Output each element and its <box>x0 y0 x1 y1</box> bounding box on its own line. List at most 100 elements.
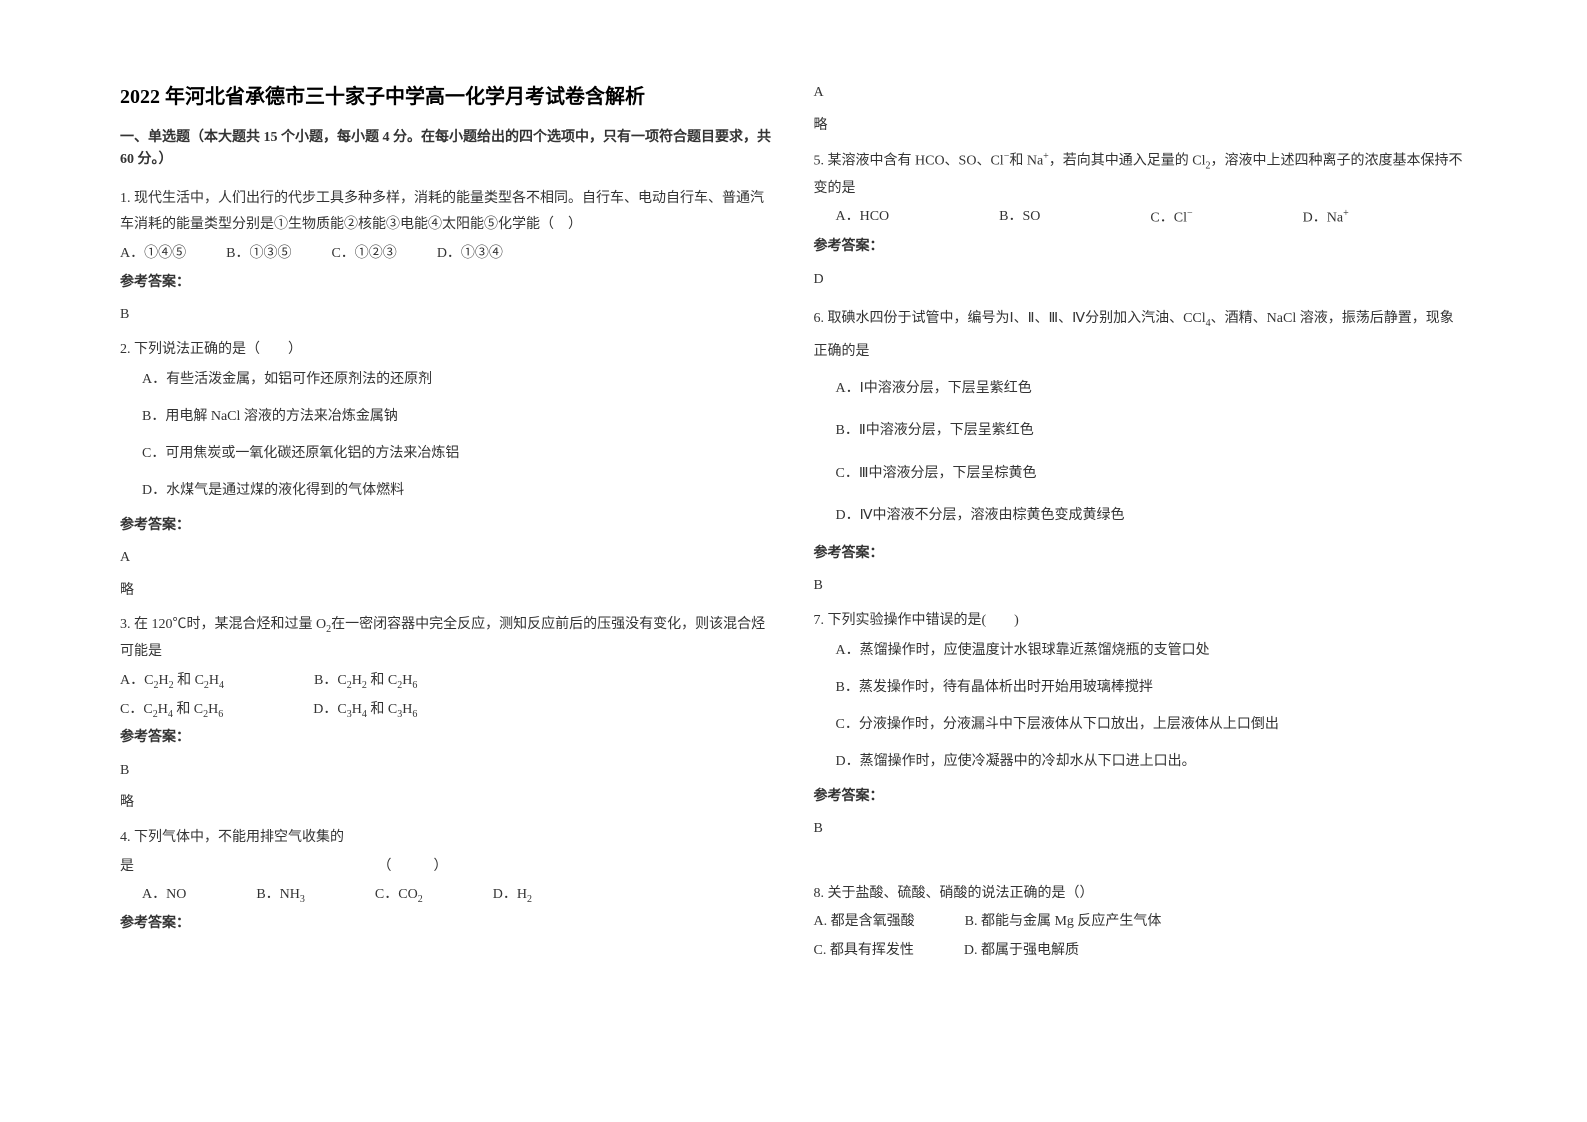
q5-opt-a: A．HCO <box>836 204 890 232</box>
q4c-pre: C．CO <box>375 887 418 902</box>
q3d-s4: 6 <box>412 708 417 719</box>
q3a-pre: A．C <box>120 673 153 688</box>
q2-note: 略 <box>120 578 774 605</box>
q5-opt-d: D．Na+ <box>1303 204 1349 232</box>
q4d-sub: 2 <box>527 894 532 905</box>
q3-options-row1: A．C2H2 和 C2H4 B．C2H2 和 C2H6 <box>120 668 774 695</box>
q7-answer: B <box>814 816 1468 843</box>
q3c-mid2: H <box>208 702 218 717</box>
q3b-mid: H <box>352 673 362 688</box>
question-7: 7. 下列实验操作中错误的是( ) A．蒸馏操作时，应使温度计水银球靠近蒸馏烧瓶… <box>814 608 1468 843</box>
q2-answer: A <box>120 545 774 572</box>
q8-options-row2: C. 都具有挥发性 D. 都属于强电解质 <box>814 938 1468 965</box>
q4b-sub: 3 <box>300 894 305 905</box>
q6-text: 6. 取碘水四份于试管中，编号为Ⅰ、Ⅱ、Ⅲ、Ⅳ分别加入汽油、CCl4、酒精、Na… <box>814 302 1468 369</box>
question-4-cont: A 略 <box>814 80 1468 139</box>
q4-opt-c: C．CO2 <box>375 882 423 909</box>
q3-opt-d: D．C3H4 和 C3H6 <box>313 697 417 724</box>
q3-answer-label: 参考答案： <box>120 725 774 752</box>
q5-answer-label: 参考答案： <box>814 234 1468 261</box>
q7-opt-d: D．蒸馏操作时，应使冷凝器中的冷却水从下口进上口出。 <box>814 747 1468 778</box>
q4-answer: A <box>814 80 1468 107</box>
q1-text: 1. 现代生活中，人们出行的代步工具多种多样，消耗的能量类型各不相同。自行车、电… <box>120 186 774 239</box>
q7-opt-c: C．分液操作时，分液漏斗中下层液体从下口放出，上层液体从上口倒出 <box>814 710 1468 741</box>
q2-text: 2. 下列说法正确的是（ ） <box>120 337 774 364</box>
q7-answer-label: 参考答案： <box>814 784 1468 811</box>
right-column: A 略 5. 某溶液中含有 HCO、SO、Cl−和 Na+，若向其中通入足量的 … <box>794 80 1488 1082</box>
q3c-pre: C．C <box>120 702 153 717</box>
q3c-s4: 6 <box>218 708 223 719</box>
q5d-pre: D．Na <box>1303 211 1343 226</box>
q6-opt-b: B．Ⅱ中溶液分层，下层呈紫红色 <box>814 413 1468 449</box>
q3a-and: 和 C <box>174 673 204 688</box>
spacer <box>814 851 1468 881</box>
q7-opt-a: A．蒸馏操作时，应使温度计水银球靠近蒸馏烧瓶的支管口处 <box>814 636 1468 667</box>
q4-paren: （ ） <box>378 854 448 881</box>
q5-answer: D <box>814 267 1468 294</box>
q2-answer-label: 参考答案： <box>120 513 774 540</box>
q1-answer: B <box>120 302 774 329</box>
q5-opt-b: B．SO <box>999 204 1040 232</box>
q1-opt-a: A．①④⑤ <box>120 241 186 268</box>
q7-text: 7. 下列实验操作中错误的是( ) <box>814 608 1468 635</box>
q2-opt-b: B．用电解 NaCl 溶液的方法来冶炼金属钠 <box>120 402 774 433</box>
q4-text-a: 4. 下列气体中，不能用排空气收集的 <box>120 825 774 852</box>
q3-opt-c: C．C2H4 和 C2H6 <box>120 697 223 724</box>
q8-opt-b: B. 都能与金属 Mg 反应产生气体 <box>965 909 1162 936</box>
q3-options-row2: C．C2H4 和 C2H6 D．C3H4 和 C3H6 <box>120 697 774 724</box>
q3b-pre: B．C <box>314 673 347 688</box>
q5-text: 5. 某溶液中含有 HCO、SO、Cl−和 Na+，若向其中通入足量的 Cl2，… <box>814 147 1468 202</box>
q5-options: A．HCO B．SO C．Cl− D．Na+ <box>814 204 1468 232</box>
q4d-pre: D．H <box>493 887 527 902</box>
q4b-pre: B．NH <box>256 887 300 902</box>
q4-text-b: 是 <box>120 859 134 874</box>
q3-note: 略 <box>120 790 774 817</box>
q1-opt-b: B．①③⑤ <box>226 241 291 268</box>
q4-answer-label: 参考答案： <box>120 911 774 938</box>
q5d-sup: + <box>1343 208 1349 219</box>
q5c-sup: − <box>1187 208 1193 219</box>
q3d-and: 和 C <box>367 702 397 717</box>
q2-opt-a: A．有些活泼金属，如铝可作还原剂法的还原剂 <box>120 365 774 396</box>
q6-answer-label: 参考答案： <box>814 541 1468 568</box>
q1-opt-d: D．①③④ <box>437 241 503 268</box>
q4c-sub: 2 <box>418 894 423 905</box>
q2-opt-c: C．可用焦炭或一氧化碳还原氧化铝的方法来冶炼铝 <box>120 439 774 470</box>
question-2: 2. 下列说法正确的是（ ） A．有些活泼金属，如铝可作还原剂法的还原剂 B．用… <box>120 337 774 605</box>
q3b-mid2: H <box>402 673 412 688</box>
q5-ta: 5. 某溶液中含有 HCO、SO、Cl <box>814 154 1004 169</box>
question-4: 4. 下列气体中，不能用排空气收集的 是 （ ） A．NO B．NH3 C．CO… <box>120 825 774 938</box>
q3-text: 3. 在 120℃时，某混合烃和过量 O2在一密闭容器中完全反应，测知反应前后的… <box>120 612 774 665</box>
q5-opt-c: C．Cl− <box>1150 204 1192 232</box>
q4-opt-b: B．NH3 <box>256 882 305 909</box>
q8-options-row1: A. 都是含氧强酸 B. 都能与金属 Mg 反应产生气体 <box>814 909 1468 936</box>
q3d-pre: D．C <box>313 702 346 717</box>
q4-opt-d: D．H2 <box>493 882 532 909</box>
q1-options: A．①④⑤ B．①③⑤ C．①②③ D．①③④ <box>120 241 774 268</box>
q3d-mid: H <box>352 702 362 717</box>
q3a-mid: H <box>158 673 168 688</box>
question-1: 1. 现代生活中，人们出行的代步工具多种多样，消耗的能量类型各不相同。自行车、电… <box>120 186 774 329</box>
section-heading: 一、单选题（本大题共 15 个小题，每小题 4 分。在每小题给出的四个选项中，只… <box>120 127 774 172</box>
q3-opt-b: B．C2H2 和 C2H6 <box>314 668 417 695</box>
q5-tc: ，若向其中通入足量的 Cl <box>1049 154 1206 169</box>
q6-answer: B <box>814 573 1468 600</box>
q3-opt-a: A．C2H2 和 C2H4 <box>120 668 224 695</box>
q3-answer: B <box>120 758 774 785</box>
q4-note: 略 <box>814 113 1468 140</box>
q1-opt-c: C．①②③ <box>331 241 396 268</box>
q1-answer-label: 参考答案： <box>120 270 774 297</box>
q3a-mid2: H <box>209 673 219 688</box>
q6-ta: 6. 取碘水四份于试管中，编号为Ⅰ、Ⅱ、Ⅲ、Ⅳ分别加入汽油、CCl <box>814 311 1206 326</box>
q3d-mid2: H <box>402 702 412 717</box>
q8-opt-a: A. 都是含氧强酸 <box>814 909 915 936</box>
q3a-s4: 4 <box>219 680 224 691</box>
question-3: 3. 在 120℃时，某混合烃和过量 O2在一密闭容器中完全反应，测知反应前后的… <box>120 612 774 817</box>
question-8: 8. 关于盐酸、硫酸、硝酸的说法正确的是（） A. 都是含氧强酸 B. 都能与金… <box>814 881 1468 965</box>
q8-opt-d: D. 都属于强电解质 <box>964 938 1079 965</box>
left-column: 2022 年河北省承德市三十家子中学高一化学月考试卷含解析 一、单选题（本大题共… <box>100 80 794 1082</box>
question-6: 6. 取碘水四份于试管中，编号为Ⅰ、Ⅱ、Ⅲ、Ⅳ分别加入汽油、CCl4、酒精、Na… <box>814 302 1468 600</box>
page-title: 2022 年河北省承德市三十家子中学高一化学月考试卷含解析 <box>120 80 774 109</box>
q3b-s4: 6 <box>412 680 417 691</box>
q5c-pre: C．Cl <box>1150 211 1187 226</box>
